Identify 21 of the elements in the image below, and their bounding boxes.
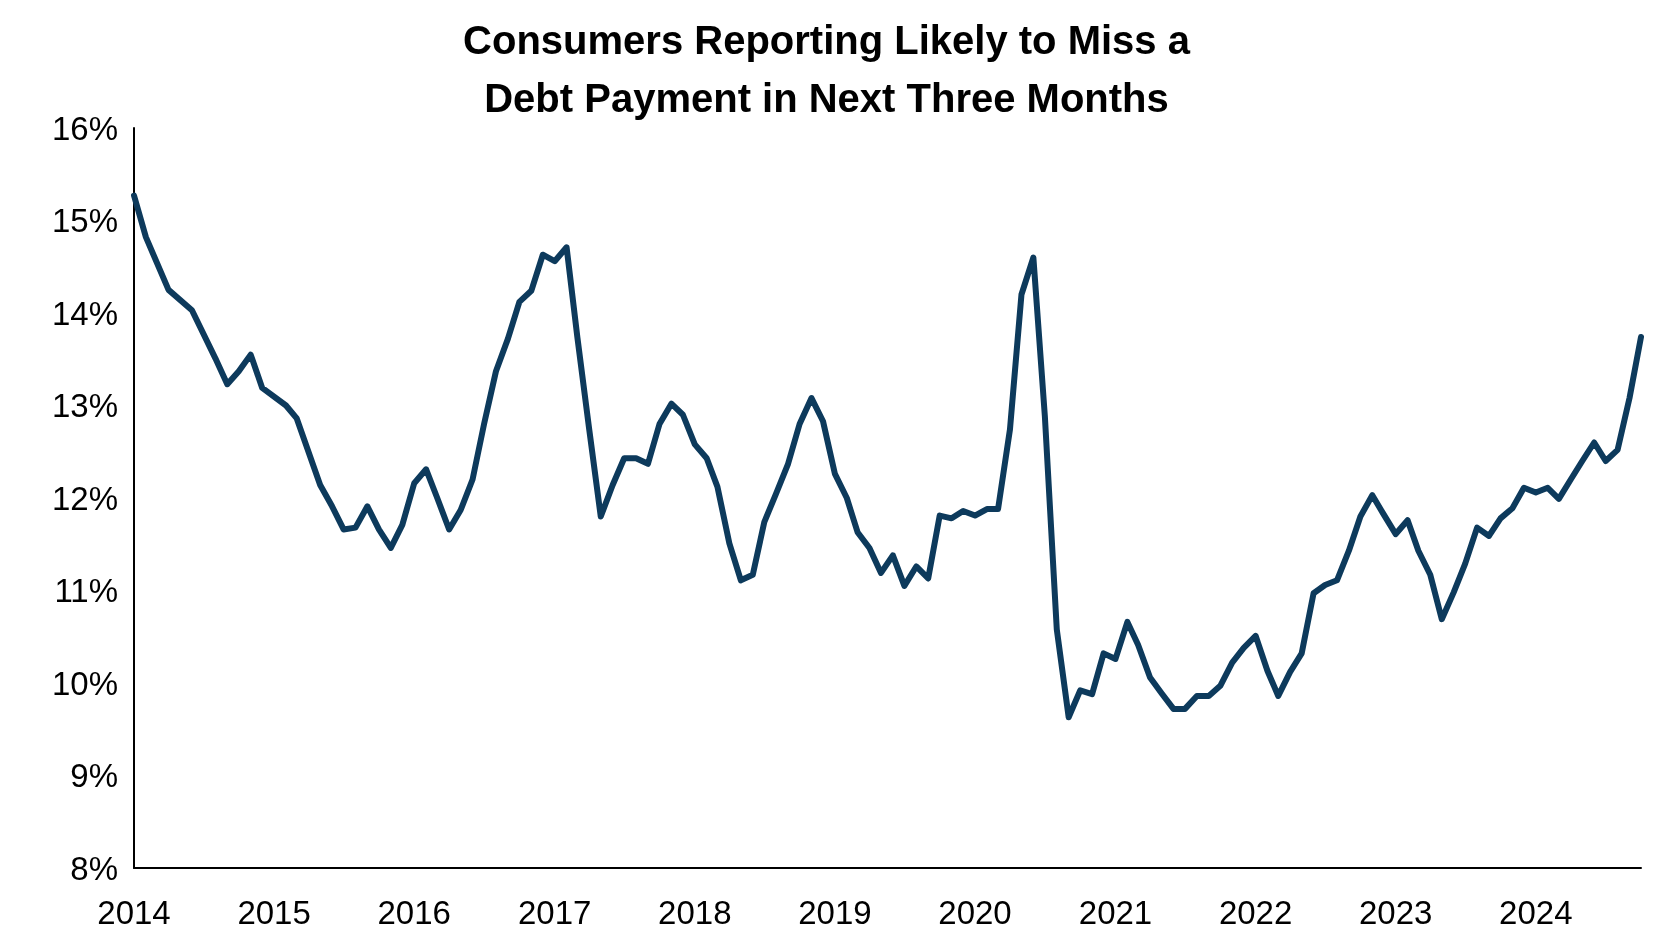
x-tick-label: 2017 <box>517 894 592 931</box>
x-tick-label: 2019 <box>798 894 872 931</box>
x-tick-label: 2020 <box>938 894 1012 931</box>
y-tick-label: 10% <box>51 664 118 702</box>
x-tick-label: 2018 <box>658 894 732 931</box>
x-tick-label: 2023 <box>1359 894 1433 931</box>
y-tick-label: 8% <box>70 849 118 887</box>
y-tick-label: 9% <box>70 757 118 794</box>
y-tick-label: 13% <box>51 387 118 424</box>
y-tick-label: 14% <box>51 294 118 332</box>
y-tick-label: 12% <box>51 479 118 517</box>
x-tick-label: 2022 <box>1218 894 1293 931</box>
x-tick-label: 2015 <box>237 894 311 931</box>
y-tick-label: 11% <box>54 572 118 609</box>
x-tick-label: 2014 <box>97 894 171 931</box>
x-tick-label: 2021 <box>1078 894 1153 931</box>
y-tick-label: 15% <box>51 202 118 239</box>
y-tick-label: 16% <box>51 109 118 147</box>
x-tick-label: 2016 <box>377 894 451 931</box>
chart-title: Consumers Reporting Likely to Miss a Debt Payment in Next Three Months <box>463 18 1191 120</box>
x-tick-label: 2024 <box>1499 894 1573 931</box>
